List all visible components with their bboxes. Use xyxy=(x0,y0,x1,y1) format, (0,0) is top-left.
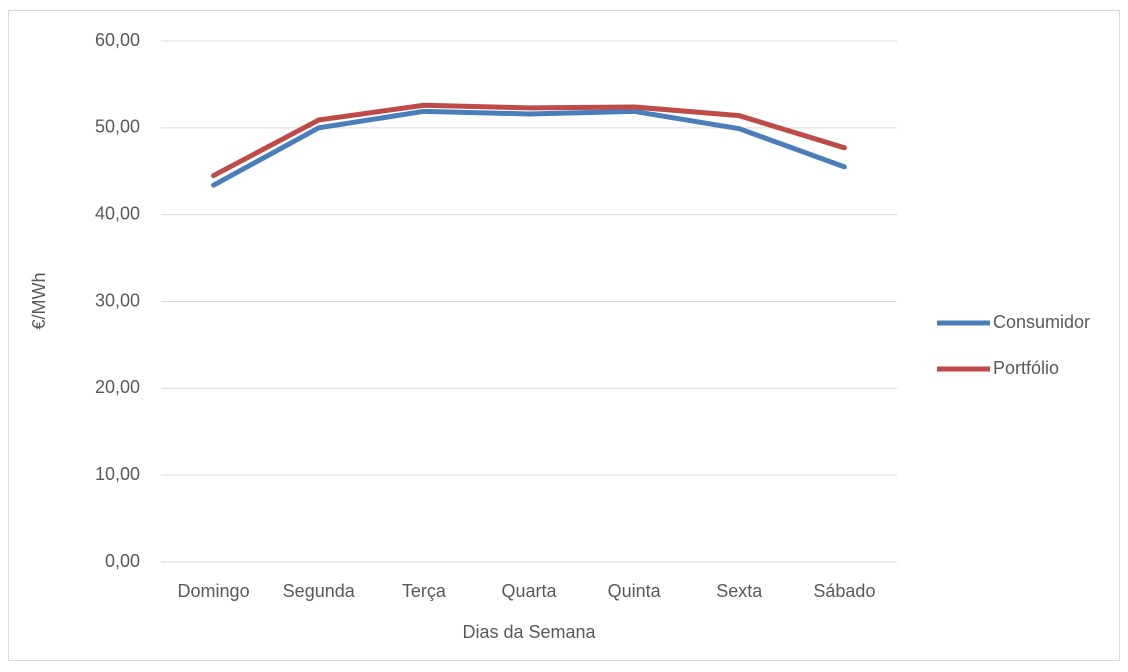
chart-border xyxy=(8,10,1120,661)
legend-label: Portfólio xyxy=(993,358,1059,378)
line-series xyxy=(211,108,847,188)
y-tick-label: 20,00 xyxy=(95,377,140,397)
x-tick-label: Sexta xyxy=(716,581,763,601)
y-tick-label: 30,00 xyxy=(95,290,140,310)
y-tick-label: 50,00 xyxy=(95,117,140,137)
y-tick-label: 60,00 xyxy=(95,30,140,50)
y-tick-label: 0,00 xyxy=(105,551,140,571)
x-tick-label: Sábado xyxy=(813,581,875,601)
x-tick-label: Terça xyxy=(402,581,447,601)
legend-label: Consumidor xyxy=(993,312,1090,332)
x-tick-label: Quinta xyxy=(608,581,662,601)
y-axis-label: €/MWh xyxy=(29,272,49,329)
x-tick-label: Quarta xyxy=(501,581,557,601)
line-series xyxy=(211,102,847,179)
y-tick-label: 40,00 xyxy=(95,203,140,223)
y-tick-label: 10,00 xyxy=(95,464,140,484)
x-axis-label: Dias da Semana xyxy=(462,622,596,642)
x-tick-label: Segunda xyxy=(283,581,356,601)
x-tick-label: Domingo xyxy=(178,581,250,601)
